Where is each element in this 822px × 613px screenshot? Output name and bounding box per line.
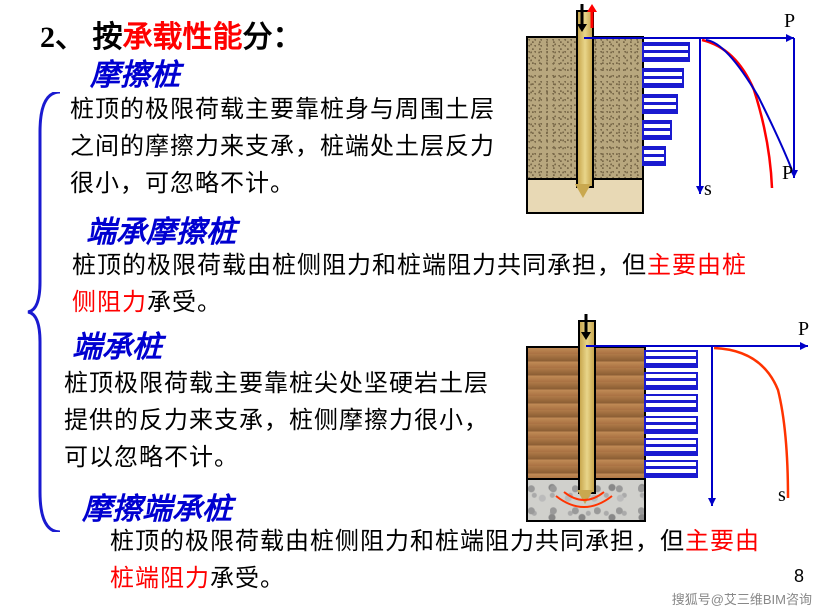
heading-number: 2、 <box>40 21 85 54</box>
curly-brace <box>26 92 64 532</box>
page-number: 8 <box>794 566 804 587</box>
axis-label-s: s <box>704 178 712 201</box>
section-title-friction-end-pile: 摩擦端承桩 <box>82 484 232 528</box>
watermark: 搜狐号@艾三维BIM咨询 <box>668 588 816 609</box>
section-body-end-friction-pile: 桩顶的极限荷载由桩侧阻力和桩端阻力共同承担，但主要由桩侧阻力承受。 <box>72 248 752 322</box>
load-settlement-graph <box>526 320 816 520</box>
section-title-end-friction-pile: 端承摩擦桩 <box>86 207 236 251</box>
section-body-end-bearing-pile: 桩顶极限荷载主要靠桩尖处坚硬岩土层提供的反力来支承，桩侧摩擦力很小，可以忽略不计… <box>64 366 494 478</box>
diagram-end-bearing-pile: P s <box>526 320 816 520</box>
section-title-end-bearing-pile: 端承桩 <box>72 322 162 366</box>
axis-label-s: s <box>778 484 786 507</box>
axis-label-P-right: P <box>782 162 793 185</box>
section-title-friction-pile: 摩擦桩 <box>90 50 180 94</box>
section-body-friction-pile: 桩顶的极限荷载主要靠桩身与周围土层之间的摩擦力来支承，桩端处土层反力很小，可忽略… <box>70 92 500 204</box>
diagram-friction-pile: P s P <box>526 10 806 210</box>
heading-post: 分： <box>243 21 303 54</box>
axis-label-P-top: P <box>784 10 795 33</box>
axis-label-P: P <box>798 318 809 341</box>
load-settlement-graph <box>526 10 806 210</box>
